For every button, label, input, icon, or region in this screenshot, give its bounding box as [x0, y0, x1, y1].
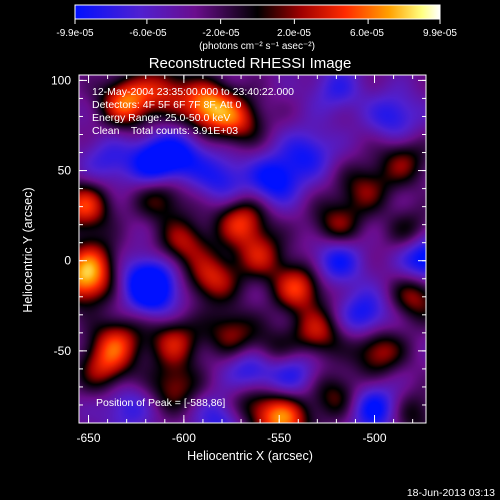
annotation-energy-range: Energy Range: 25.0-50.0 keV — [92, 112, 230, 124]
colorbar-units: (photons cm⁻² s⁻¹ asec⁻²) — [199, 41, 315, 52]
colorbar: -9.9e-05 -6.0e-05 -2.0e-05 2.0e-05 6.0e-… — [56, 4, 457, 52]
y-tick-label: 0 — [64, 254, 71, 268]
colorbar-tick-label: -9.9e-05 — [56, 28, 94, 39]
colorbar-tick-label: 2.0e-05 — [277, 28, 311, 39]
x-tick-label: -650 — [77, 431, 101, 445]
colorbar-tick-label: 9.9e-05 — [423, 28, 457, 39]
plot-frame — [78, 74, 427, 424]
annotation-clean-counts: Clean Total counts: 3.91E+03 — [92, 125, 238, 137]
annotation-time-range: 12-May-2004 23:35:00.000 to 23:40:22.000 — [92, 86, 294, 98]
x-tick-label: -600 — [172, 431, 196, 445]
colorbar-tick-label: 6.0e-05 — [350, 28, 384, 39]
colorbar-ticks — [74, 19, 441, 24]
chart-title: Reconstructed RHESSI Image — [149, 55, 352, 72]
y-tick-label: 100 — [51, 73, 71, 87]
generated-date: 18-Jun-2013 03:13 — [407, 487, 495, 499]
y-tick-label: 50 — [58, 164, 72, 178]
colorbar-tick-label: -2.0e-05 — [202, 28, 240, 39]
y-tick-label: -50 — [54, 344, 72, 358]
heatmap-canvas — [79, 75, 426, 423]
colorbar-gradient — [74, 4, 441, 20]
axis-ticks — [79, 75, 426, 423]
annotation-detectors: Detectors: 4F 5F 6F 7F 8F, Att 0 — [92, 99, 242, 111]
y-axis-label: Heliocentric Y (arcsec) — [21, 187, 35, 312]
x-tick-label: -500 — [363, 431, 387, 445]
peak-position-label: Position of Peak = [-588,86] — [96, 397, 225, 409]
heatmap-area — [79, 75, 426, 423]
x-axis-label: Heliocentric X (arcsec) — [187, 449, 313, 463]
x-tick-label: -550 — [267, 431, 291, 445]
colorbar-tick-label: -6.0e-05 — [129, 28, 167, 39]
